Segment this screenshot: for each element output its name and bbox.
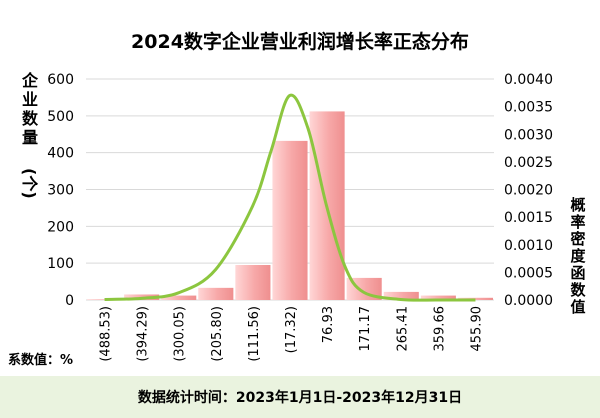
y2-label-char: 函: [570, 264, 585, 282]
y-label-char: 数: [22, 109, 39, 128]
y2-tick-label: 0.0030: [504, 127, 553, 143]
y2-axis-ticks: 0.0000 0.0005 0.0010 0.0015 0.0020 0.0025 0.00…: [504, 72, 553, 309]
y-label-char: 企: [21, 71, 39, 90]
y2-label-char: 密: [570, 230, 585, 248]
x-tick-label: (300.05): [173, 306, 188, 362]
bar: [457, 297, 493, 300]
y2-label-char: 数: [570, 281, 586, 299]
y2-tick-label: 0.0040: [504, 72, 553, 88]
y-axis-ticks: 0 100 200 300 400 500 600: [47, 72, 74, 309]
y-tick-label: 100: [47, 256, 74, 272]
y2-label-char: 值: [570, 298, 585, 316]
bar: [235, 265, 271, 300]
y2-tick-label: 0.0010: [504, 238, 553, 254]
chart: 2024数字企业营业利润增长率正态分布 0100200300400500600 …: [8, 30, 586, 368]
bar: [161, 295, 197, 300]
bar: [383, 291, 419, 300]
x-tick-label: 76.93: [321, 306, 336, 343]
y2-tick-label: 0.0035: [504, 100, 553, 116]
y-tick-label: 600: [47, 72, 74, 88]
y-label-char: 业: [22, 90, 38, 109]
x-tick-label: 265.41: [395, 306, 410, 352]
density-curve-line: [104, 93, 476, 302]
x-tick-label: (488.53): [99, 306, 114, 362]
footer-date-range: 数据统计时间：2023年1月1日-2023年12月31日: [0, 376, 600, 418]
y-tick-label: 200: [47, 219, 74, 235]
bar: [87, 299, 123, 300]
y2-tick-label: 0.0020: [504, 183, 553, 199]
y2-tick-label: 0.0000: [504, 293, 553, 309]
y-tick-label: 300: [47, 183, 74, 199]
unit-note: 系数值：%: [8, 352, 73, 368]
bar: [420, 295, 456, 300]
bar: [272, 140, 308, 300]
x-tick-label: (17.32): [284, 306, 299, 353]
y-tick-label: 0: [65, 293, 74, 309]
y2-tick-label: 0.0015: [504, 210, 553, 226]
bar: [198, 287, 234, 300]
x-tick-label: 455.90: [469, 306, 484, 352]
density-curve: [104, 93, 476, 302]
y-tick-label: 500: [47, 109, 74, 125]
y-tick-label: 400: [47, 146, 74, 162]
y-label-unit: (个): [20, 168, 39, 199]
y2-label-char: 概: [570, 196, 585, 214]
x-tick-label: (394.29): [136, 306, 151, 362]
y2-tick-label: 0.0025: [504, 155, 553, 171]
x-axis-ticks: (488.53) (394.29) (300.05) (205.80) (111.56)…: [99, 306, 485, 362]
y-label-char: 量: [22, 128, 38, 147]
y2-label-char: 率: [570, 213, 585, 231]
x-tick-label: (205.80): [210, 306, 225, 362]
x-tick-label: 359.66: [432, 306, 447, 352]
x-tick-label: (111.56): [247, 306, 262, 362]
bars: [87, 111, 493, 300]
y2-tick-label: 0.0005: [504, 265, 553, 281]
y2-label-char: 度: [570, 247, 586, 265]
chart-title: 2024数字企业营业利润增长率正态分布: [131, 30, 469, 53]
x-tick-label: 171.17: [358, 306, 373, 352]
